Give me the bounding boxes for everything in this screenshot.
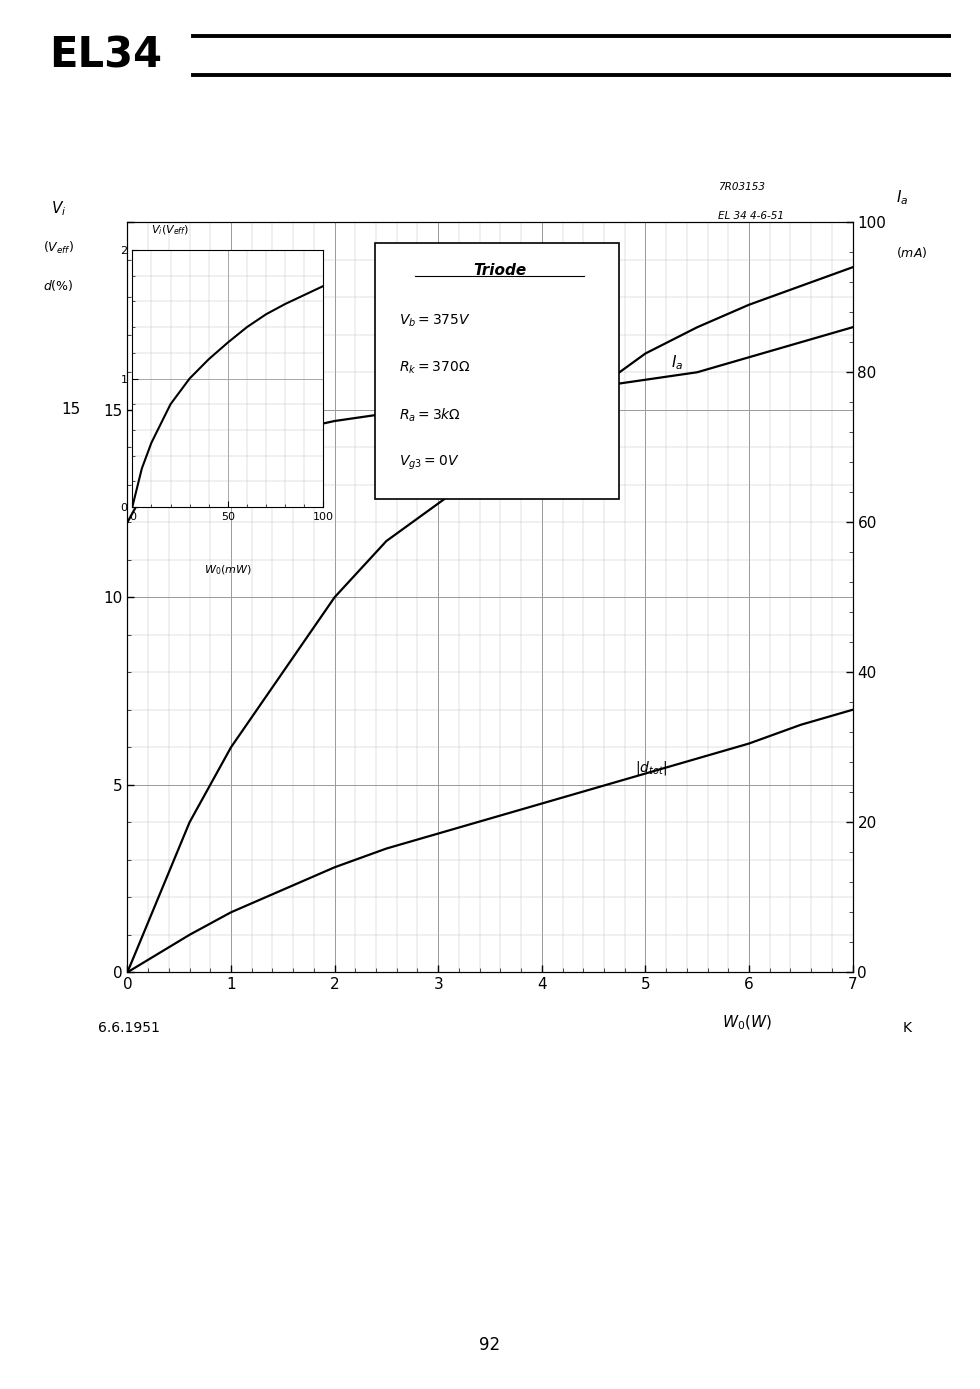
Text: $I_a$: $I_a$	[896, 189, 908, 207]
Text: $W_0(W)$: $W_0(W)$	[722, 1014, 772, 1032]
FancyBboxPatch shape	[375, 243, 619, 499]
Text: $V_{g3} = 0V$: $V_{g3} = 0V$	[399, 453, 460, 472]
Text: $R_a = 3k\Omega$: $R_a = 3k\Omega$	[399, 407, 462, 424]
Text: Triode: Triode	[473, 263, 526, 278]
Text: 7R03153: 7R03153	[718, 182, 765, 192]
Text: 15: 15	[61, 403, 80, 417]
Text: 6.6.1951: 6.6.1951	[98, 1021, 160, 1035]
Text: $(V_{eff})$: $(V_{eff})$	[43, 240, 74, 256]
Text: $V_i(V_{eff})$: $V_i(V_{eff})$	[151, 224, 189, 238]
Text: 92: 92	[479, 1336, 501, 1354]
Text: $(mA)$: $(mA)$	[896, 244, 927, 260]
Text: $W_0(mW)$: $W_0(mW)$	[204, 564, 252, 576]
Text: $I_a$: $I_a$	[671, 354, 684, 372]
Text: EL 34 4-6-51: EL 34 4-6-51	[718, 211, 784, 221]
Text: EL34: EL34	[49, 35, 162, 76]
Text: $|d_{tot}|$: $|d_{tot}|$	[635, 760, 667, 778]
Text: $V_b = 375V$: $V_b = 375V$	[399, 313, 471, 329]
Text: $d(\%)$: $d(\%)$	[43, 279, 74, 293]
Text: K: K	[903, 1021, 911, 1035]
Text: $V_i$: $V_i$	[594, 361, 609, 379]
Text: $R_k = 370\Omega$: $R_k = 370\Omega$	[399, 360, 470, 376]
Text: $V_i$: $V_i$	[51, 200, 67, 218]
